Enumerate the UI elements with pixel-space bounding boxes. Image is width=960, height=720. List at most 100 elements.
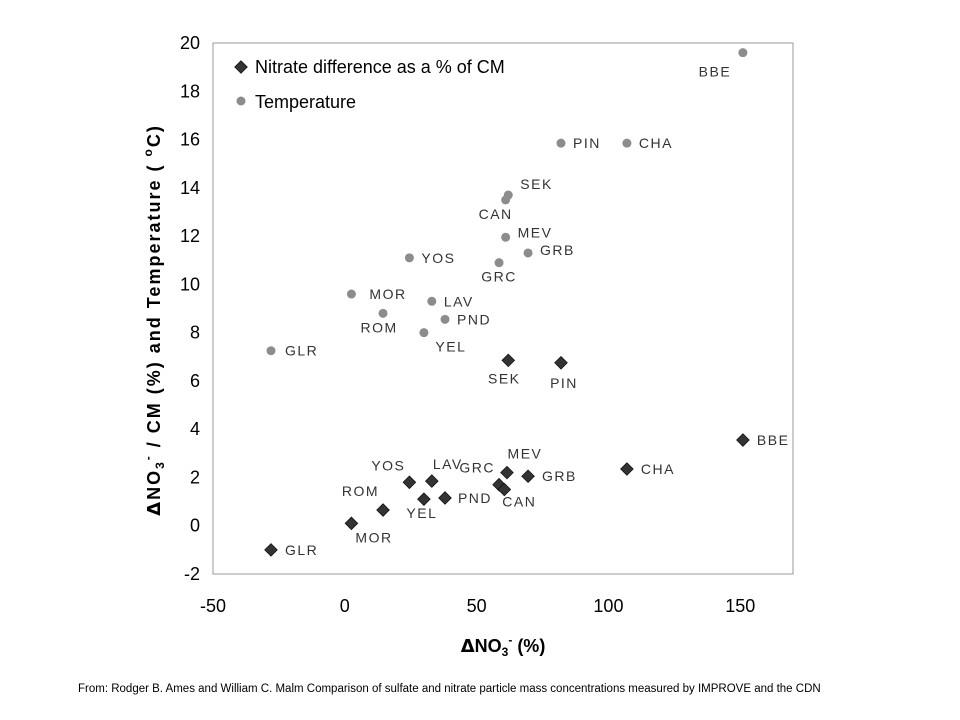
y-tick-label: 2 xyxy=(190,467,200,487)
x-axis-title-sub: 3 xyxy=(502,645,509,659)
nitrate-label-mev: MEV xyxy=(508,446,543,462)
legend-label-temperature: Temperature xyxy=(255,92,356,112)
y-tick-label: 16 xyxy=(180,130,200,150)
temperature-label-cha: CHA xyxy=(639,135,673,151)
x-tick-label: 50 xyxy=(467,596,487,616)
legend: Nitrate difference as a % of CM Temperat… xyxy=(234,57,505,112)
temperature-point-mev xyxy=(501,232,511,242)
nitrate-point-grb xyxy=(521,469,535,484)
y-tick-label: 4 xyxy=(190,419,200,439)
nitrate-point-mev xyxy=(500,465,514,480)
x-axis-title-rest: (%) xyxy=(512,636,545,656)
nitrate-point-yel xyxy=(417,492,431,506)
x-tick-label: 100 xyxy=(593,596,623,616)
temperature-label-pin: PIN xyxy=(573,135,601,151)
nitrate-label-yel: YEL xyxy=(406,505,437,521)
nitrate-point-glr xyxy=(264,543,278,557)
temperature-label-glr: GLR xyxy=(285,343,318,359)
nitrate-label-pnd: PND xyxy=(458,490,492,506)
legend-diamond-marker xyxy=(234,60,248,74)
temperature-label-bbe: BBE xyxy=(699,64,732,80)
temperature-point-cha xyxy=(622,138,632,148)
temperature-point-grb xyxy=(523,248,533,258)
legend-circle-marker xyxy=(236,96,246,106)
y-axis-title-degree: o xyxy=(141,147,155,156)
nitrate-label-glr: GLR xyxy=(285,542,318,558)
temperature-point-yos xyxy=(404,253,414,263)
nitrate-label-yos: YOS xyxy=(371,457,405,473)
y-axis-ticks: -2 0 2 4 6 8 10 12 14 16 18 20 xyxy=(180,33,200,584)
y-tick-label: -2 xyxy=(184,564,200,584)
y-axis-title: ΔNO3- / CM (%) and Temperature ( oC) xyxy=(141,124,167,516)
temperature-point-pin xyxy=(556,138,566,148)
legend-label-nitrate: Nitrate difference as a % of CM xyxy=(255,57,505,77)
temperature-label-rom: ROM xyxy=(360,319,397,335)
temperature-label-pnd: PND xyxy=(457,311,491,327)
x-axis-title-sup: - xyxy=(508,633,512,647)
temperature-point-glr xyxy=(266,346,276,356)
x-tick-label: -50 xyxy=(200,596,226,616)
nitrate-point-pin xyxy=(554,356,568,370)
y-axis-title-sup: - xyxy=(141,454,155,460)
temperature-point-bbe xyxy=(738,48,748,58)
y-axis-title-main: NO xyxy=(144,469,164,500)
temperature-point-yel xyxy=(419,328,429,338)
temperature-label-grb: GRB xyxy=(540,242,575,258)
nitrate-label-grc: GRC xyxy=(459,460,495,476)
data-points xyxy=(264,48,750,557)
nitrate-point-bbe xyxy=(736,433,750,447)
temperature-label-grc: GRC xyxy=(481,269,517,285)
temperature-point-pnd xyxy=(440,314,450,324)
temperature-label-yel: YEL xyxy=(435,339,466,355)
x-tick-label: 0 xyxy=(340,596,350,616)
nitrate-label-lav: LAV xyxy=(433,456,463,472)
x-axis-title: ΔNO3- (%) xyxy=(461,633,546,659)
y-tick-label: 0 xyxy=(190,516,200,536)
x-tick-label: 150 xyxy=(725,596,755,616)
nitrate-point-rom xyxy=(376,503,390,517)
y-axis-title-end: C) xyxy=(144,124,164,147)
temperature-label-lav: LAV xyxy=(444,293,474,309)
nitrate-point-cha xyxy=(620,462,634,476)
nitrate-label-pin: PIN xyxy=(550,375,578,391)
nitrate-label-bbe: BBE xyxy=(757,432,790,448)
x-axis-title-main: NO xyxy=(475,636,502,656)
x-axis-title-delta: Δ xyxy=(461,636,475,657)
y-tick-label: 20 xyxy=(180,33,200,53)
y-tick-label: 12 xyxy=(180,226,200,246)
y-tick-label: 18 xyxy=(180,81,200,101)
y-tick-label: 6 xyxy=(190,371,200,391)
temperature-label-mev: MEV xyxy=(518,224,553,240)
y-tick-label: 8 xyxy=(190,323,200,343)
temperature-point-sek xyxy=(503,190,513,200)
x-axis-ticks: -50 0 50 100 150 xyxy=(200,596,755,616)
nitrate-label-grb: GRB xyxy=(542,468,577,484)
temperature-point-lav xyxy=(427,296,437,306)
nitrate-label-mor: MOR xyxy=(355,529,392,545)
nitrate-point-sek xyxy=(501,353,516,368)
y-axis-title-rest: / CM (%) and Temperature ( xyxy=(144,157,164,455)
nitrate-point-yos xyxy=(402,475,417,490)
temperature-label-can: CAN xyxy=(479,206,513,222)
nitrate-label-rom: ROM xyxy=(342,483,379,499)
y-axis-title-delta: Δ xyxy=(144,500,165,516)
nitrate-label-can: CAN xyxy=(502,494,536,510)
nitrate-point-lav xyxy=(425,474,439,488)
temperature-point-mor xyxy=(346,289,356,299)
y-tick-label: 10 xyxy=(180,274,200,294)
source-note: From: Rodger B. Ames and William C. Malm… xyxy=(78,683,821,695)
temperature-label-yos: YOS xyxy=(421,250,455,266)
nitrate-point-mor xyxy=(344,516,359,531)
nitrate-point-pnd xyxy=(438,491,452,505)
nitrate-label-sek: SEK xyxy=(488,370,521,386)
scatter-chart: -50 0 50 100 150 -2 0 2 4 6 8 10 12 14 16 18 20 GLR MOR R… xyxy=(141,33,794,659)
nitrate-point-can xyxy=(497,482,512,497)
nitrate-label-cha: CHA xyxy=(641,461,675,477)
y-axis-title-sub: 3 xyxy=(153,460,167,469)
temperature-point-grc xyxy=(494,258,504,268)
temperature-label-sek: SEK xyxy=(520,176,553,192)
temperature-point-rom xyxy=(378,308,388,318)
y-tick-label: 14 xyxy=(180,178,200,198)
temperature-label-mor: MOR xyxy=(369,286,406,302)
